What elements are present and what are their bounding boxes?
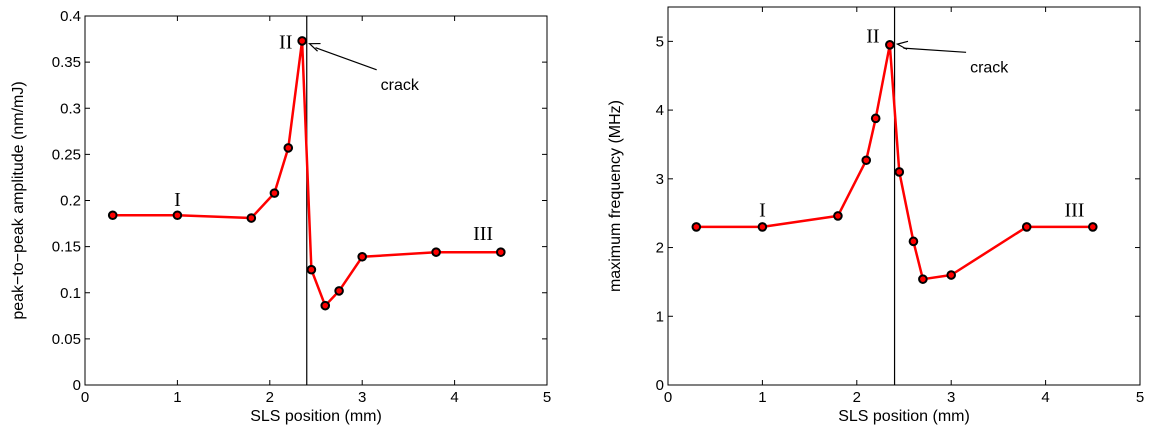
x-tick-label: 3 xyxy=(947,389,955,406)
region-label: I xyxy=(174,189,181,211)
data-point xyxy=(306,264,317,275)
data-point xyxy=(870,113,881,124)
y-tick-label: 0 xyxy=(73,377,81,394)
x-tick-label: 1 xyxy=(173,389,181,406)
data-point xyxy=(833,211,843,221)
x-tick-label: 4 xyxy=(450,389,458,406)
crack-arrow xyxy=(315,47,377,71)
x-tick-label: 3 xyxy=(358,389,366,406)
y-tick-label: 0.25 xyxy=(52,146,81,163)
data-point xyxy=(107,210,118,221)
crack-label: crack xyxy=(970,59,1009,76)
x-tick-label: 2 xyxy=(266,389,274,406)
data-point xyxy=(283,143,294,153)
region-label: III xyxy=(1064,200,1084,222)
series-line xyxy=(112,39,501,307)
y-tick-label: 0.05 xyxy=(52,331,81,348)
crack-arrowhead xyxy=(308,42,321,52)
axes-box xyxy=(84,15,548,386)
y-tick-label: 0.15 xyxy=(52,239,81,256)
x-tick-label: 2 xyxy=(853,389,861,406)
data-point xyxy=(334,286,344,296)
data-point xyxy=(908,236,919,247)
crack-arrow xyxy=(903,47,967,53)
y-tick-label: 0.2 xyxy=(60,193,81,210)
region-label: II xyxy=(279,31,292,53)
region-label: II xyxy=(866,26,879,48)
data-point xyxy=(918,274,928,284)
data-point xyxy=(894,167,905,177)
data-point xyxy=(691,222,702,232)
frequency-panel: 0 1 2 3 4 5 0 1 2 3 4 5 SLS position (mm) maximum fre… xyxy=(607,6,1144,425)
data-point xyxy=(946,270,957,280)
y-tick-label: 0 xyxy=(656,377,664,394)
x-tick-label: 0 xyxy=(81,389,89,406)
y-tick-label: 4 xyxy=(656,102,664,119)
axes-box xyxy=(667,6,1141,386)
y-tick-label: 0.4 xyxy=(60,8,81,25)
data-point xyxy=(172,210,183,221)
y-tick-label: 5 xyxy=(656,33,664,50)
data-point xyxy=(757,222,768,232)
x-axis-label: SLS position (mm) xyxy=(250,408,382,425)
x-tick-label: 5 xyxy=(1136,389,1144,406)
y-tick-label: 1 xyxy=(656,308,664,325)
data-point xyxy=(1088,222,1098,232)
x-tick-label: 1 xyxy=(758,389,766,406)
x-tick-label: 0 xyxy=(664,389,672,406)
y-tick-label: 0.1 xyxy=(60,285,81,302)
x-axis-label: SLS position (mm) xyxy=(838,408,970,425)
data-point xyxy=(1021,222,1032,232)
data-point xyxy=(357,251,368,262)
data-point xyxy=(496,247,506,257)
data-point xyxy=(885,40,895,50)
data-point xyxy=(320,300,331,311)
x-tick-label: 5 xyxy=(543,389,551,406)
region-label: I xyxy=(759,200,766,222)
crack-label: crack xyxy=(381,77,420,94)
data-point xyxy=(431,247,441,257)
y-tick-label: 3 xyxy=(656,171,664,188)
data-point xyxy=(861,155,872,166)
amplitude-panel: 0 1 2 3 4 5 0 0.05 0.1 0.15 0.2 0.25 0.3 0.35 0.4 SLS p… xyxy=(10,8,551,425)
y-tick-label: 0.3 xyxy=(60,100,81,117)
y-axis-label: peak−to−peak amplitude (nm/mJ) xyxy=(10,81,27,319)
data-point xyxy=(246,213,257,223)
y-tick-label: 0.35 xyxy=(52,54,81,71)
y-tick-label: 2 xyxy=(656,240,664,257)
crack-arrowhead xyxy=(895,40,909,50)
series-line xyxy=(696,43,1093,281)
x-tick-label: 4 xyxy=(1041,389,1049,406)
y-axis-label: maximum frequency (MHz) xyxy=(607,100,624,292)
data-point xyxy=(297,36,307,46)
data-point xyxy=(269,188,280,198)
region-label: III xyxy=(473,223,493,245)
